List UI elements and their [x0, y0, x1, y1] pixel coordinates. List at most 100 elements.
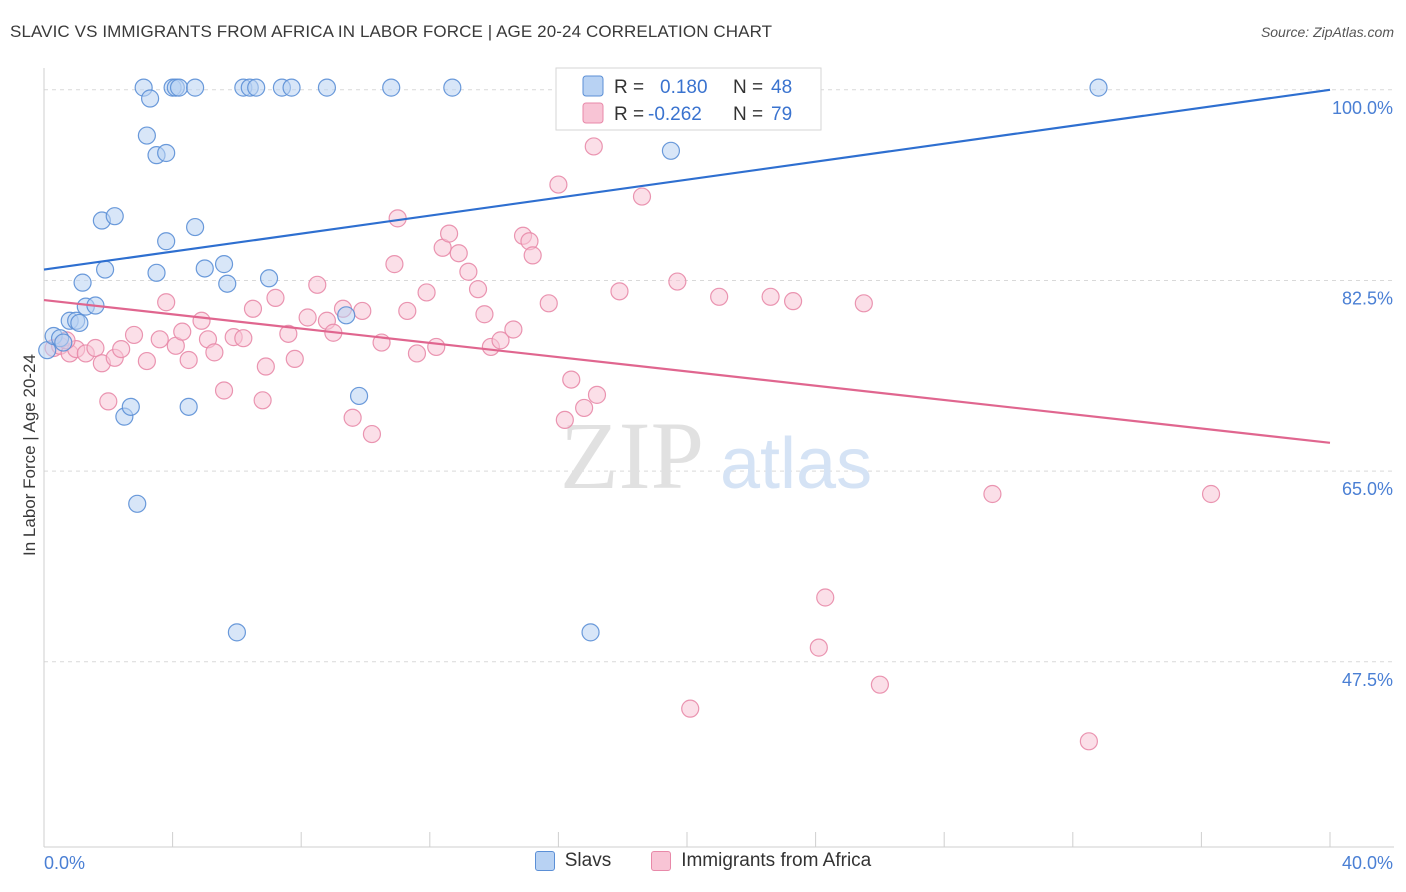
y-tick-label-3: 47.5%	[1342, 670, 1393, 690]
immigrants-point-68	[761, 287, 780, 306]
watermark: ZIP atlas	[560, 402, 872, 509]
slavs-point-45	[661, 141, 681, 160]
legend-n-label-immigrants: N =	[733, 104, 763, 125]
slavs-point-39	[337, 306, 356, 325]
watermark-zip: ZIP	[560, 402, 704, 509]
immigrants-point-37	[385, 255, 404, 274]
series-slavs	[38, 78, 1108, 642]
slavs-point-46	[1089, 78, 1108, 97]
legend-item-slavs: Slavs	[534, 850, 612, 872]
immigrants-point-19	[214, 381, 234, 400]
legend-swatch-immigrants	[582, 102, 604, 124]
immigrants-point-21	[234, 329, 253, 348]
slavs-point-21	[157, 143, 176, 163]
slavs-point-20	[147, 263, 166, 282]
watermark-atlas: atlas	[720, 424, 872, 504]
slavs-point-44	[581, 623, 600, 642]
slavs-point-41	[382, 78, 401, 97]
slavs-point-38	[317, 78, 337, 97]
immigrants-point-14	[173, 322, 192, 341]
immigrants-point-45	[449, 244, 468, 263]
immigrants-point-23	[253, 391, 272, 410]
immigrants-point-65	[681, 699, 700, 718]
y-tick-label-0: 100.0%	[1332, 98, 1393, 118]
legend-bottom-swatch-immigrants	[651, 851, 672, 871]
immigrants-point-48	[475, 305, 494, 324]
legend-item-immigrants: Immigrants from Africa	[651, 850, 871, 872]
legend-r-label-immigrants: R =	[614, 104, 644, 125]
immigrants-point-26	[279, 324, 298, 343]
slavs-point-43	[227, 623, 246, 642]
immigrants-point-66	[710, 287, 729, 306]
slavs-point-18	[140, 89, 160, 108]
legend-n-value-immigrants: 79	[771, 104, 792, 125]
immigrants-point-9	[124, 325, 144, 345]
immigrants-point-64	[668, 272, 687, 291]
legend-bottom-label-slavs: Slavs	[564, 850, 612, 871]
legend-r-value-immigrants: -0.262	[648, 104, 702, 125]
chart-title: SLAVIC VS IMMIGRANTS FROM AFRICA IN LABO…	[10, 22, 773, 41]
immigrants-point-71	[816, 588, 835, 607]
slavs-point-6	[70, 313, 89, 333]
slavs-point-34	[247, 78, 266, 97]
legend-top: R = 0.180 N = 48 R = -0.262 N = 79	[555, 67, 822, 131]
x-tick-label-min: 0.0%	[44, 853, 85, 873]
immigrants-point-75	[1079, 732, 1098, 751]
slavs-point-22	[157, 232, 176, 251]
immigrants-point-60	[584, 137, 603, 156]
immigrants-point-72	[854, 294, 873, 313]
immigrants-point-50	[491, 331, 510, 350]
immigrants-point-47	[468, 280, 488, 299]
immigrants-point-58	[562, 370, 581, 389]
immigrants-point-57	[555, 410, 574, 430]
slavs-point-26	[186, 78, 205, 97]
immigrants-point-61	[587, 385, 607, 404]
slavs-point-9	[73, 273, 92, 292]
legend-bottom: Slavs Immigrants from Africa	[0, 850, 1406, 872]
trend-line-immigrants	[43, 298, 1331, 444]
immigrants-point-34	[353, 301, 372, 321]
slavs-point-17	[137, 126, 156, 145]
slavs-point-27	[186, 217, 205, 237]
immigrants-point-22	[243, 299, 263, 318]
immigrants-point-11	[150, 330, 169, 349]
legend-bottom-label-immigrants: Immigrants from Africa	[681, 850, 872, 871]
immigrants-point-10	[137, 351, 156, 371]
legend-n-label-slavs: N =	[733, 77, 763, 98]
x-ticks	[43, 832, 1331, 847]
slavs-point-10	[95, 260, 115, 279]
slavs-point-15	[128, 494, 147, 513]
immigrants-point-41	[417, 283, 436, 302]
immigrants-point-69	[783, 292, 803, 311]
immigrants-point-16	[192, 311, 211, 330]
immigrants-point-12	[157, 293, 176, 312]
slavs-point-28	[179, 397, 198, 416]
immigrants-point-74	[983, 484, 1002, 504]
immigrants-point-56	[549, 175, 568, 194]
slavs-point-12	[105, 207, 124, 226]
y-tick-label-2: 65.0%	[1342, 479, 1393, 499]
immigrants-point-35	[362, 424, 382, 444]
y-tick-label-1: 82.5%	[1342, 288, 1393, 308]
immigrants-point-73	[870, 675, 890, 694]
trend-line-slavs	[43, 88, 1331, 271]
slavs-point-30	[214, 255, 234, 274]
immigrants-point-55	[539, 294, 558, 313]
immigrants-point-76	[1201, 484, 1221, 504]
immigrants-point-40	[407, 344, 427, 363]
slavs-point-14	[121, 397, 140, 416]
immigrants-point-63	[632, 187, 652, 206]
legend-r-value-slavs: 0.180	[660, 77, 708, 98]
x-tick-label-max: 40.0%	[1342, 853, 1393, 873]
immigrants-point-78	[99, 392, 118, 411]
axes	[43, 68, 1394, 848]
immigrants-point-54	[523, 246, 542, 265]
x-tick-labels: 0.0% 40.0%	[44, 853, 1393, 873]
slavs-point-40	[349, 386, 369, 406]
immigrants-point-5	[86, 338, 105, 358]
slavs-point-29	[195, 259, 214, 278]
slavs-point-35	[259, 269, 279, 288]
slavs-point-31	[218, 274, 237, 293]
slavs-point-37	[282, 78, 301, 97]
